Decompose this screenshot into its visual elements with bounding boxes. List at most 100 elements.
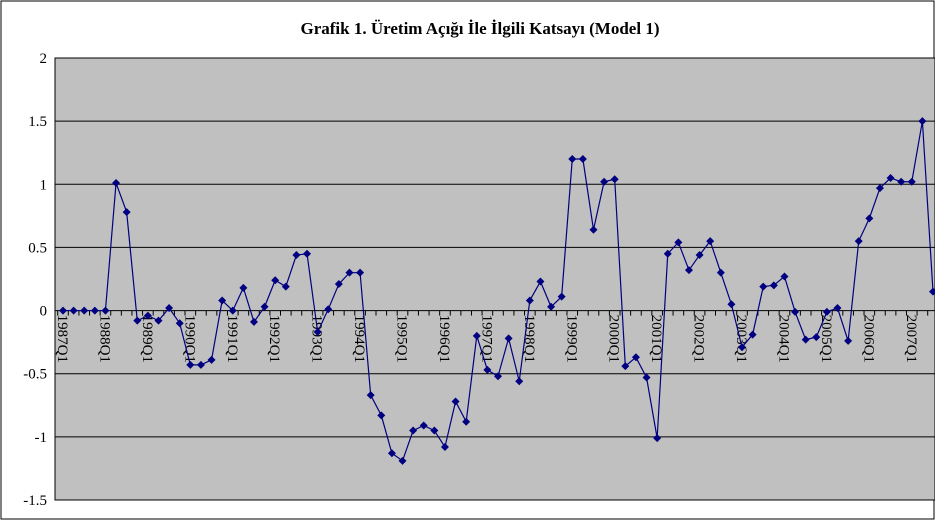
data-point [218,296,227,305]
x-tick-label: 1988Q1 [96,315,112,363]
data-point [494,372,502,381]
x-tick-label: 2002Q1 [691,315,707,363]
data-point [186,360,195,369]
y-tick-label: -0.5 [23,367,47,383]
data-point [897,177,906,186]
data-point [59,306,67,315]
data-point [780,272,789,281]
data-point [101,306,110,315]
data-point [345,268,354,277]
data-point [239,283,248,292]
data-point [738,343,747,352]
data-point [822,307,831,316]
data-point [112,179,121,188]
x-tick-label: 1990Q1 [181,315,197,363]
x-tick-label: 1997Q1 [478,315,494,363]
data-point [398,456,407,465]
x-tick-label: 1994Q1 [351,315,367,363]
data-point [674,238,683,247]
data-point [907,177,916,186]
data-point [833,304,842,313]
data-point [684,266,693,275]
y-tick-label: 2 [40,51,48,67]
data-point [515,377,524,386]
data-point [631,353,640,362]
data-point [610,175,619,184]
data-point [653,434,662,443]
data-point [419,421,428,430]
data-point [600,177,609,186]
x-tick-label: 2007Q1 [903,315,919,363]
data-point [769,281,778,290]
x-tick-label: 2001Q1 [648,315,664,363]
x-tick-label: 1987Q1 [54,315,70,363]
chart-title: Grafik 1. Üretim Açığı İle İlgili Katsay… [300,19,659,38]
y-tick-label: 1 [40,177,48,193]
data-point [727,300,736,309]
data-point [865,214,874,223]
data-point [387,449,396,458]
data-point [812,333,821,342]
x-tick-label: 1996Q1 [436,315,452,363]
x-tick-label: 2004Q1 [775,315,791,363]
plot-area [54,57,935,501]
x-tick-label: 1992Q1 [266,315,282,363]
data-point [801,335,810,344]
data-point [249,317,258,326]
data-point [536,277,545,286]
data-point [929,287,935,296]
data-point [791,307,800,316]
data-point [430,426,439,435]
data-point [356,268,365,277]
data-point [695,251,704,260]
data-point [175,319,184,328]
data-point [313,328,322,337]
y-tick-label: -1 [35,430,48,446]
x-tick-label: 1999Q1 [563,315,579,363]
data-point [663,249,672,258]
data-point [483,365,492,374]
x-tick-label: 1998Q1 [521,315,537,363]
data-point [271,276,280,285]
data-point [122,208,131,217]
data-point [525,296,534,305]
x-tick-label: 2006Q1 [860,315,876,363]
data-point [228,306,237,315]
y-tick-label: 0 [40,304,48,320]
data-point [377,411,386,420]
data-point [854,237,863,246]
data-point [292,251,301,260]
data-point [844,336,853,345]
data-point [716,268,725,277]
data-point [334,280,343,289]
y-tick-label: 0.5 [28,240,47,256]
data-point [303,249,312,258]
data-point [642,373,651,382]
data-point [918,117,927,126]
data-point [875,184,884,193]
data-point [557,292,566,301]
data-point [748,330,757,339]
data-point [260,302,269,311]
data-point [621,362,630,371]
data-point [589,225,598,234]
data-point [759,282,768,291]
data-point [409,426,418,435]
data-point [133,316,142,325]
data-point [568,155,577,164]
data-point [207,355,216,364]
data-point [165,304,174,313]
data-point [578,155,587,164]
data-point [366,391,375,400]
data-point [706,237,715,246]
data-point [69,306,78,315]
data-point [472,331,481,340]
data-point [196,360,205,369]
data-point [440,442,449,451]
data-point [462,417,471,426]
data-point [80,306,89,315]
data-point [281,282,290,291]
data-point [547,302,556,311]
y-tick-label: 1.5 [28,114,47,130]
